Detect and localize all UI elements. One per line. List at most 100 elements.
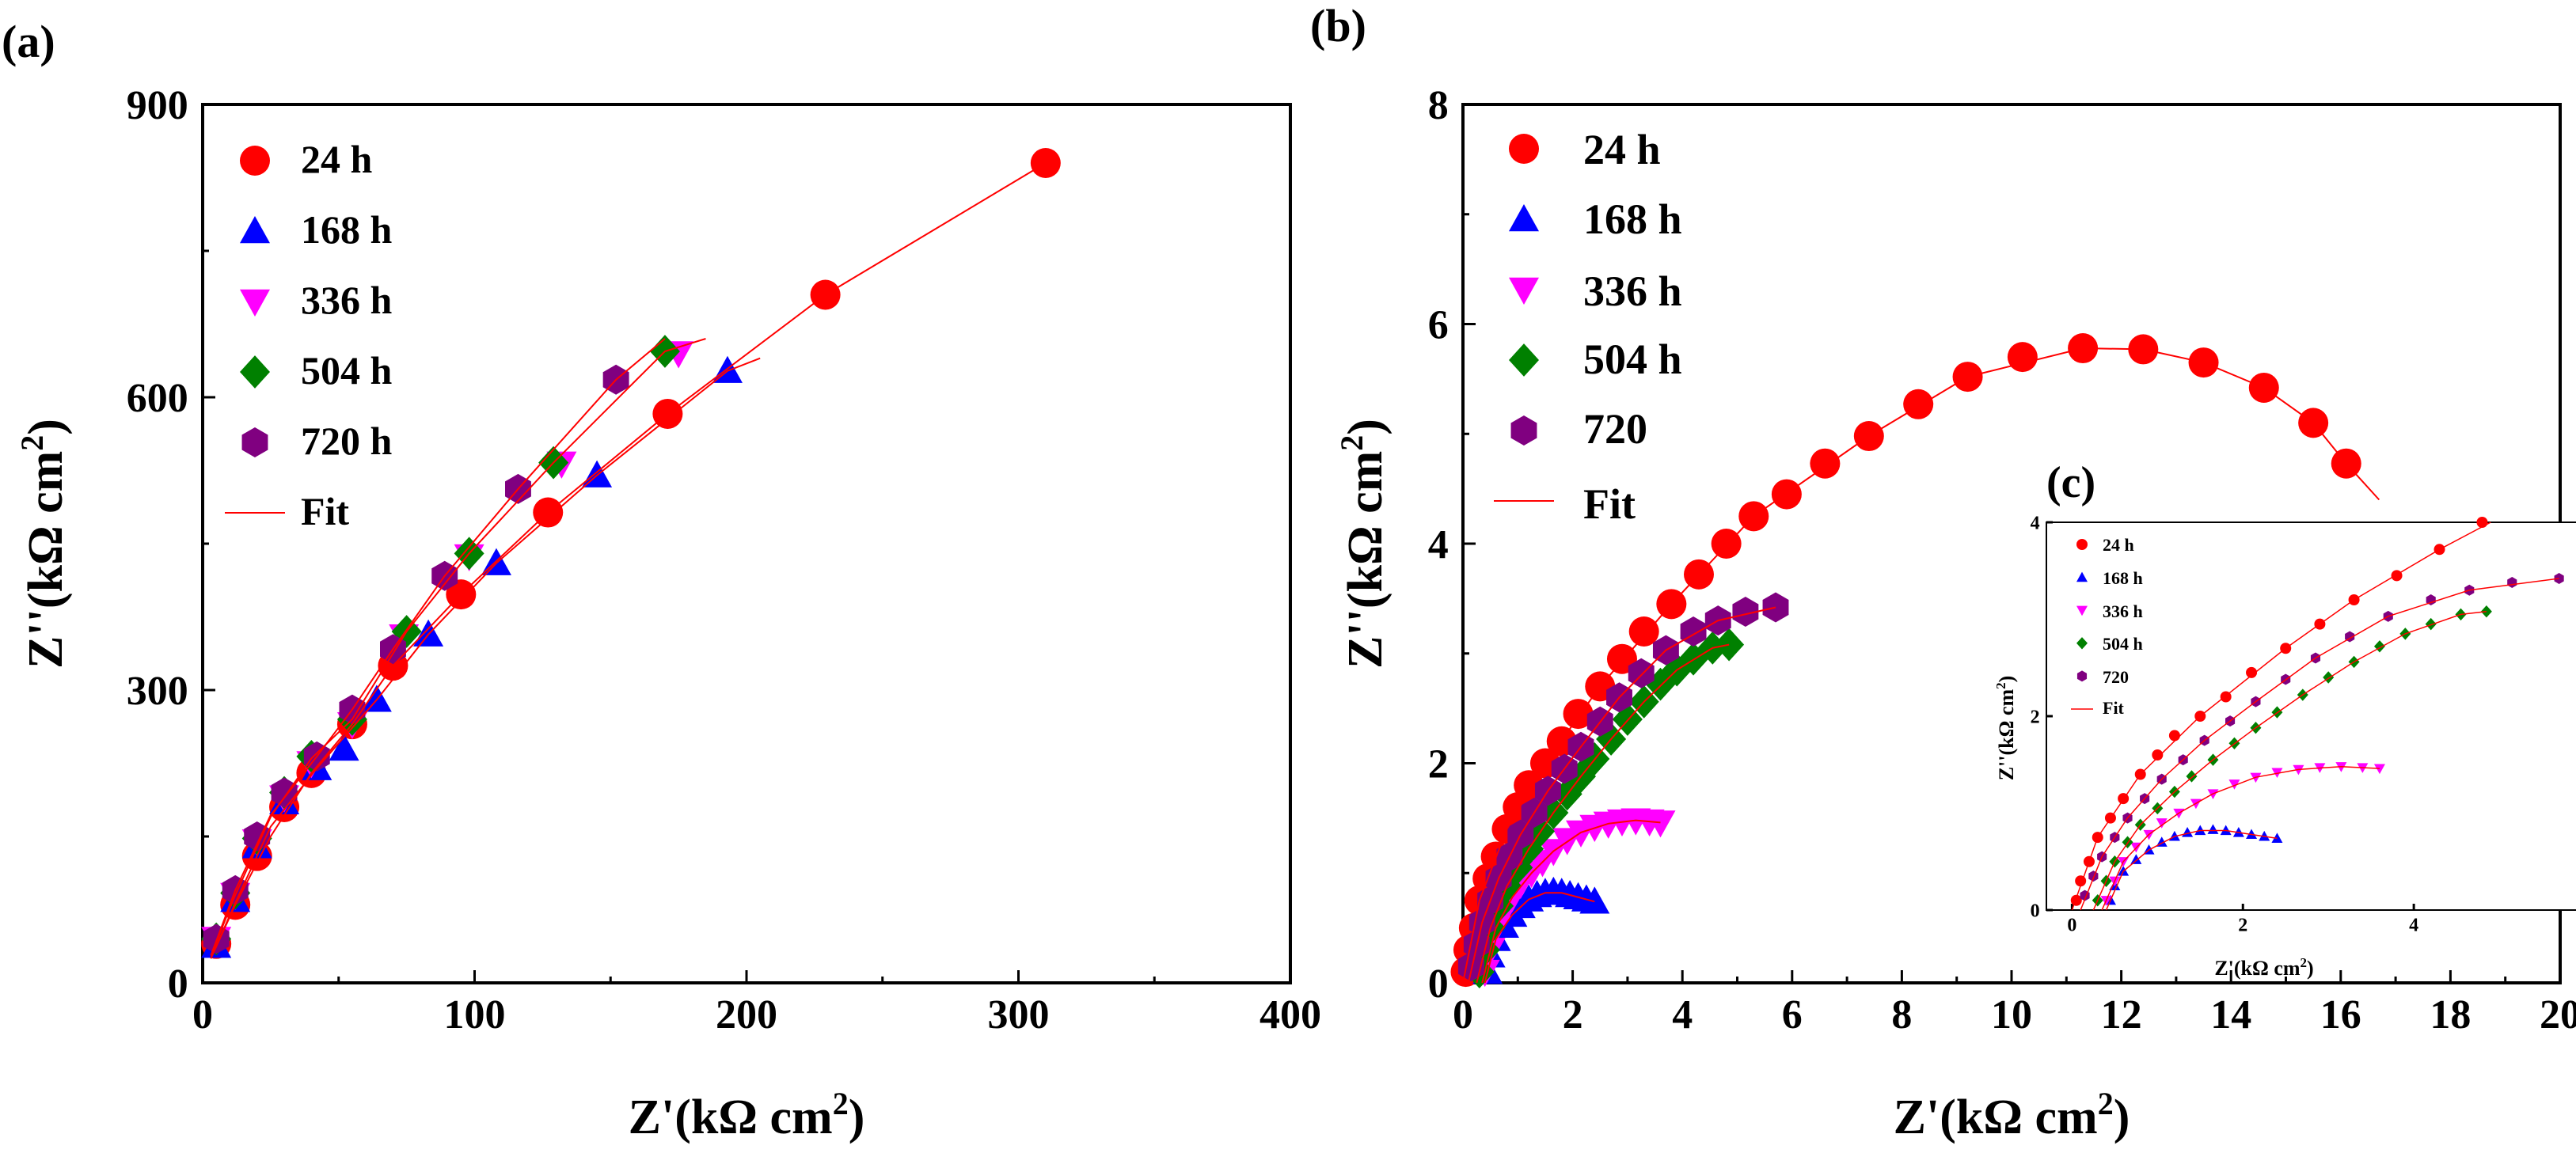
data-point-336h bbox=[2228, 779, 2240, 790]
legend-marker-168h bbox=[2076, 571, 2088, 582]
fit-line bbox=[1462, 347, 2380, 984]
data-point-24h bbox=[2168, 730, 2180, 741]
panel-c-ylabel: Z''(kΩ cm2) bbox=[1993, 676, 2018, 781]
fit-line bbox=[2071, 522, 2491, 911]
legend-label-336h: 336 h bbox=[301, 278, 393, 322]
data-point-504h bbox=[2425, 617, 2437, 631]
fit-line bbox=[210, 162, 1047, 959]
data-point-24h bbox=[1903, 389, 1934, 419]
panel-a-ylabel: Z''(kΩ cm2) bbox=[14, 419, 73, 669]
y-tick-label: 2 bbox=[2031, 707, 2040, 727]
fit-line bbox=[1467, 606, 1776, 984]
x-tick-label: 20 bbox=[2540, 992, 2576, 1037]
legend-marker-720 bbox=[2076, 670, 2088, 682]
y-tick-label: 0 bbox=[2031, 901, 2040, 921]
legend-marker-504h bbox=[1509, 343, 1539, 377]
panel-c-inset: (c) 0246024 24 h 168 h 336 h 504 h 720 F… bbox=[1993, 458, 2576, 980]
data-point-720 bbox=[2426, 594, 2436, 605]
data-point-24h bbox=[2070, 894, 2082, 906]
panel-c-plot-area: 0246024 bbox=[2031, 513, 2564, 935]
data-point-504h bbox=[2186, 770, 2198, 783]
x-tick-label: 4 bbox=[1672, 992, 1693, 1037]
data-point-720 bbox=[1680, 616, 1707, 647]
data-point-24h bbox=[1711, 529, 1742, 559]
x-tick-label: 0 bbox=[192, 992, 213, 1037]
fit-line bbox=[210, 338, 666, 956]
data-point-168h bbox=[413, 619, 444, 647]
legend-marker-504h bbox=[2076, 637, 2088, 650]
legend-label-504h: 504 h bbox=[1583, 336, 1682, 383]
fit-line bbox=[1484, 892, 1595, 984]
x-tick-label: 6 bbox=[1782, 992, 1803, 1037]
legend-label-fit: Fit bbox=[2103, 698, 2125, 718]
legend-label-fit: Fit bbox=[1583, 480, 1636, 528]
x-tick-label: 300 bbox=[988, 992, 1050, 1037]
legend-marker-24h bbox=[1509, 134, 1539, 164]
data-point-168h bbox=[361, 685, 392, 712]
data-point-720 bbox=[1732, 597, 1759, 628]
legend-marker-336h bbox=[240, 289, 270, 317]
panel-b-label: (b) bbox=[1310, 0, 1366, 51]
y-tick-label: 4 bbox=[1428, 522, 1449, 567]
panel-c-xlabel: Z'(kΩ cm2) bbox=[2214, 955, 2313, 980]
x-tick-label: 2 bbox=[2238, 915, 2247, 935]
legend-label-168h: 168 h bbox=[301, 207, 393, 252]
legend-marker-168h bbox=[240, 216, 270, 244]
data-point-168h bbox=[582, 460, 613, 487]
y-tick-label: 8 bbox=[1428, 83, 1449, 128]
fit-line bbox=[210, 357, 761, 959]
x-tick-label: 12 bbox=[2101, 992, 2142, 1037]
fit-line bbox=[1476, 643, 1730, 984]
y-tick-label: 600 bbox=[127, 376, 188, 421]
legend-marker-24h bbox=[2076, 539, 2088, 550]
legend-label-504h: 504 h bbox=[301, 348, 393, 393]
y-tick-label: 6 bbox=[1428, 303, 1449, 348]
y-tick-label: 900 bbox=[127, 83, 188, 128]
panel-b-ylabel: Z''(kΩ cm2) bbox=[1334, 419, 1392, 669]
fit-line bbox=[2101, 765, 2380, 911]
legend-label-720: 720 bbox=[2103, 667, 2129, 687]
x-tick-label: 10 bbox=[1991, 992, 2032, 1037]
legend-label-24h: 24 h bbox=[301, 137, 373, 181]
legend-marker-24h bbox=[240, 146, 270, 176]
x-tick-label: 200 bbox=[716, 992, 777, 1037]
data-point-24h bbox=[1628, 616, 1659, 647]
legend-label-720h: 720 h bbox=[301, 419, 393, 463]
legend-label-336h: 336 h bbox=[2103, 601, 2143, 621]
x-tick-label: 14 bbox=[2210, 992, 2251, 1037]
panel-a-xlabel: Z'(kΩ cm2) bbox=[629, 1086, 865, 1144]
legend-marker-504h bbox=[240, 355, 270, 389]
legend-label-24h: 24 h bbox=[1583, 126, 1661, 173]
data-point-24h bbox=[2246, 666, 2258, 678]
y-tick-label: 300 bbox=[127, 669, 188, 714]
data-point-168h bbox=[1579, 886, 1610, 914]
legend-label-24h: 24 h bbox=[2103, 535, 2134, 555]
data-point-336h bbox=[2156, 818, 2168, 829]
legend-marker-720 bbox=[1510, 415, 1537, 446]
panel-a-label: (a) bbox=[2, 16, 55, 67]
panel-c-label: (c) bbox=[2046, 458, 2095, 507]
legend-marker-336h bbox=[2076, 605, 2088, 616]
data-point-168h bbox=[2207, 824, 2219, 834]
x-tick-label: 400 bbox=[1260, 992, 1321, 1037]
data-point-168h bbox=[2130, 854, 2142, 864]
data-point-504h bbox=[2373, 640, 2385, 653]
data-point-24h bbox=[2007, 342, 2038, 373]
y-tick-label: 0 bbox=[168, 961, 188, 1007]
legend-label-336h: 336 h bbox=[1583, 267, 1682, 315]
panel-a: (a) 0 100 200 300 400 0 300 600 900 24 h 168 h 3… bbox=[2, 16, 1321, 1144]
y-tick-label: 0 bbox=[1428, 961, 1449, 1007]
fit-line bbox=[2092, 610, 2487, 911]
y-tick-label: 4 bbox=[2031, 513, 2040, 533]
x-tick-label: 2 bbox=[1563, 992, 1583, 1037]
data-point-24h bbox=[2152, 749, 2164, 760]
fit-line bbox=[1481, 819, 1661, 984]
x-tick-label: 18 bbox=[2430, 992, 2471, 1037]
x-tick-label: 0 bbox=[1453, 992, 1473, 1037]
legend-marker-336h bbox=[1509, 277, 1539, 305]
x-tick-label: 16 bbox=[2320, 992, 2361, 1037]
fit-line bbox=[210, 338, 706, 956]
x-tick-label: 8 bbox=[1891, 992, 1912, 1037]
